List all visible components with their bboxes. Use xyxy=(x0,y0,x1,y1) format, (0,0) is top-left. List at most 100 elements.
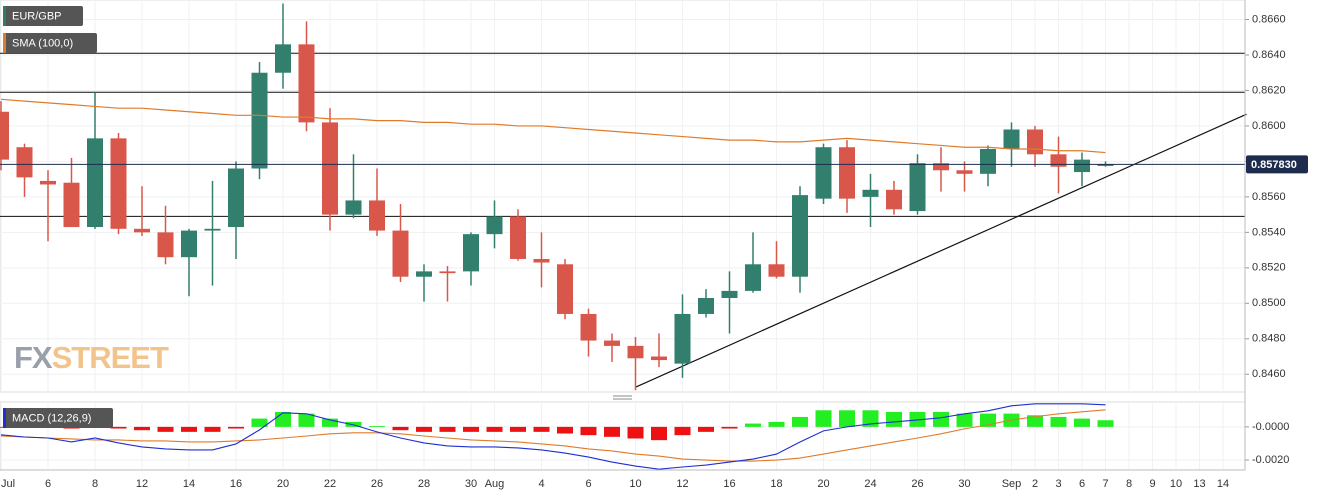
x-tick-label: Sep xyxy=(1002,478,1022,490)
x-tick-label: 16 xyxy=(230,478,242,490)
candle-body xyxy=(909,163,926,212)
macd-histogram-bar xyxy=(1027,415,1043,427)
x-tick-label: 3 xyxy=(1055,478,1061,490)
candle-body xyxy=(862,189,879,197)
candle-body xyxy=(956,170,973,174)
candle-body xyxy=(181,230,197,258)
candle-body xyxy=(157,232,174,258)
macd-histogram-bar xyxy=(1074,418,1090,427)
macd-histogram-bar xyxy=(557,426,573,434)
macd-histogram-bar xyxy=(392,426,409,431)
macd-histogram-bar xyxy=(886,411,902,427)
macd-histogram-bar xyxy=(792,416,808,427)
x-tick-label: 2 xyxy=(1032,478,1038,490)
macd-histogram-bar xyxy=(416,426,432,432)
watermark-part: FX xyxy=(14,340,53,375)
legend-box xyxy=(3,6,83,26)
macd-histogram-bar xyxy=(510,426,526,432)
x-tick-label: 6 xyxy=(45,478,51,490)
x-tick-label: 14 xyxy=(1217,478,1229,490)
candle-body xyxy=(839,147,855,199)
x-tick-label: 9 xyxy=(1149,478,1155,490)
legend-swatch xyxy=(3,408,6,428)
macd-histogram-bar xyxy=(933,411,949,427)
macd-histogram-bar xyxy=(721,426,738,429)
legend-label: MACD (12,26,9) xyxy=(12,412,91,424)
candle-body xyxy=(651,356,667,361)
macd-histogram-bar xyxy=(322,418,338,427)
x-tick-label: 28 xyxy=(418,478,430,490)
macd-line xyxy=(0,403,1106,470)
macd-histogram-bar xyxy=(745,423,761,427)
macd-histogram-bar xyxy=(486,426,503,432)
candle-body xyxy=(63,182,80,228)
x-tick-label: 8 xyxy=(92,478,98,490)
x-tick-label: 12 xyxy=(676,478,688,490)
candle-body xyxy=(933,163,949,171)
legend-box xyxy=(3,33,97,53)
candle-body xyxy=(792,195,808,277)
x-tick-label: 12 xyxy=(136,478,148,490)
y-tick-label: 0.8640 xyxy=(1252,49,1286,61)
candle-body xyxy=(204,228,221,231)
price-panel xyxy=(0,0,1246,393)
macd-histogram-bar xyxy=(204,426,221,432)
x-tick-label: 26 xyxy=(371,478,383,490)
x-tick-label: 18 xyxy=(770,478,782,490)
candle-body xyxy=(698,297,714,314)
candle-body xyxy=(1074,159,1090,173)
macd-histogram-bar xyxy=(275,411,291,427)
macd-histogram-bar xyxy=(651,426,667,441)
legend-swatch xyxy=(3,33,6,53)
macd-histogram-bar xyxy=(698,426,714,432)
candle-body xyxy=(745,264,761,291)
macd-histogram-bar xyxy=(298,413,315,427)
candle-body xyxy=(345,200,362,215)
trend-line xyxy=(635,113,1247,388)
x-tick-label: 10 xyxy=(629,478,641,490)
x-tick-label: 10 xyxy=(1170,478,1182,490)
macd-histogram-bar xyxy=(768,421,785,427)
last-price-box xyxy=(1246,155,1308,174)
candle-body xyxy=(980,148,996,174)
macd-histogram-bar xyxy=(157,426,174,432)
candle-body xyxy=(510,216,526,259)
candle-body xyxy=(110,138,127,229)
legend-label: SMA (100,0) xyxy=(12,37,73,49)
x-tick-label: 6 xyxy=(1079,478,1085,490)
candle-body xyxy=(604,340,620,346)
x-tick-label: 30 xyxy=(465,478,477,490)
legend-label: EUR/GBP xyxy=(12,10,62,22)
y-tick-label: 0.8660 xyxy=(1252,13,1286,25)
macd-histogram-bar xyxy=(463,426,479,432)
candle-body xyxy=(486,216,503,235)
candle-body xyxy=(1027,129,1043,155)
last-price-label: 0.857830 xyxy=(1251,159,1297,171)
x-tick-label: 30 xyxy=(958,478,970,490)
macd-histogram-bar xyxy=(134,426,150,431)
candle-body xyxy=(886,189,902,210)
candle-body xyxy=(768,264,785,277)
macd-histogram-bar xyxy=(181,426,197,432)
signal-line xyxy=(0,409,1106,462)
macd-histogram-bar xyxy=(627,426,644,439)
x-tick-label: 14 xyxy=(183,478,195,490)
candle-body xyxy=(416,271,432,277)
legend-box xyxy=(3,408,113,428)
y-tick-label: 0.8480 xyxy=(1252,333,1286,345)
x-tick-label: 24 xyxy=(864,478,876,490)
x-tick-label: 20 xyxy=(277,478,289,490)
candle-body xyxy=(275,44,291,73)
candle-body xyxy=(134,228,150,233)
macd-histogram-bar xyxy=(439,426,456,432)
macd-histogram-bar xyxy=(1050,416,1067,427)
candle-body xyxy=(674,313,691,364)
candle-body xyxy=(0,111,9,160)
candle-body xyxy=(1097,164,1114,166)
y-tick-label: 0.8520 xyxy=(1252,262,1286,274)
y-tick-label: 0.8500 xyxy=(1252,297,1286,309)
macd-panel xyxy=(0,401,1246,471)
sma-line xyxy=(0,98,1106,154)
x-tick-label: Aug xyxy=(485,478,505,490)
